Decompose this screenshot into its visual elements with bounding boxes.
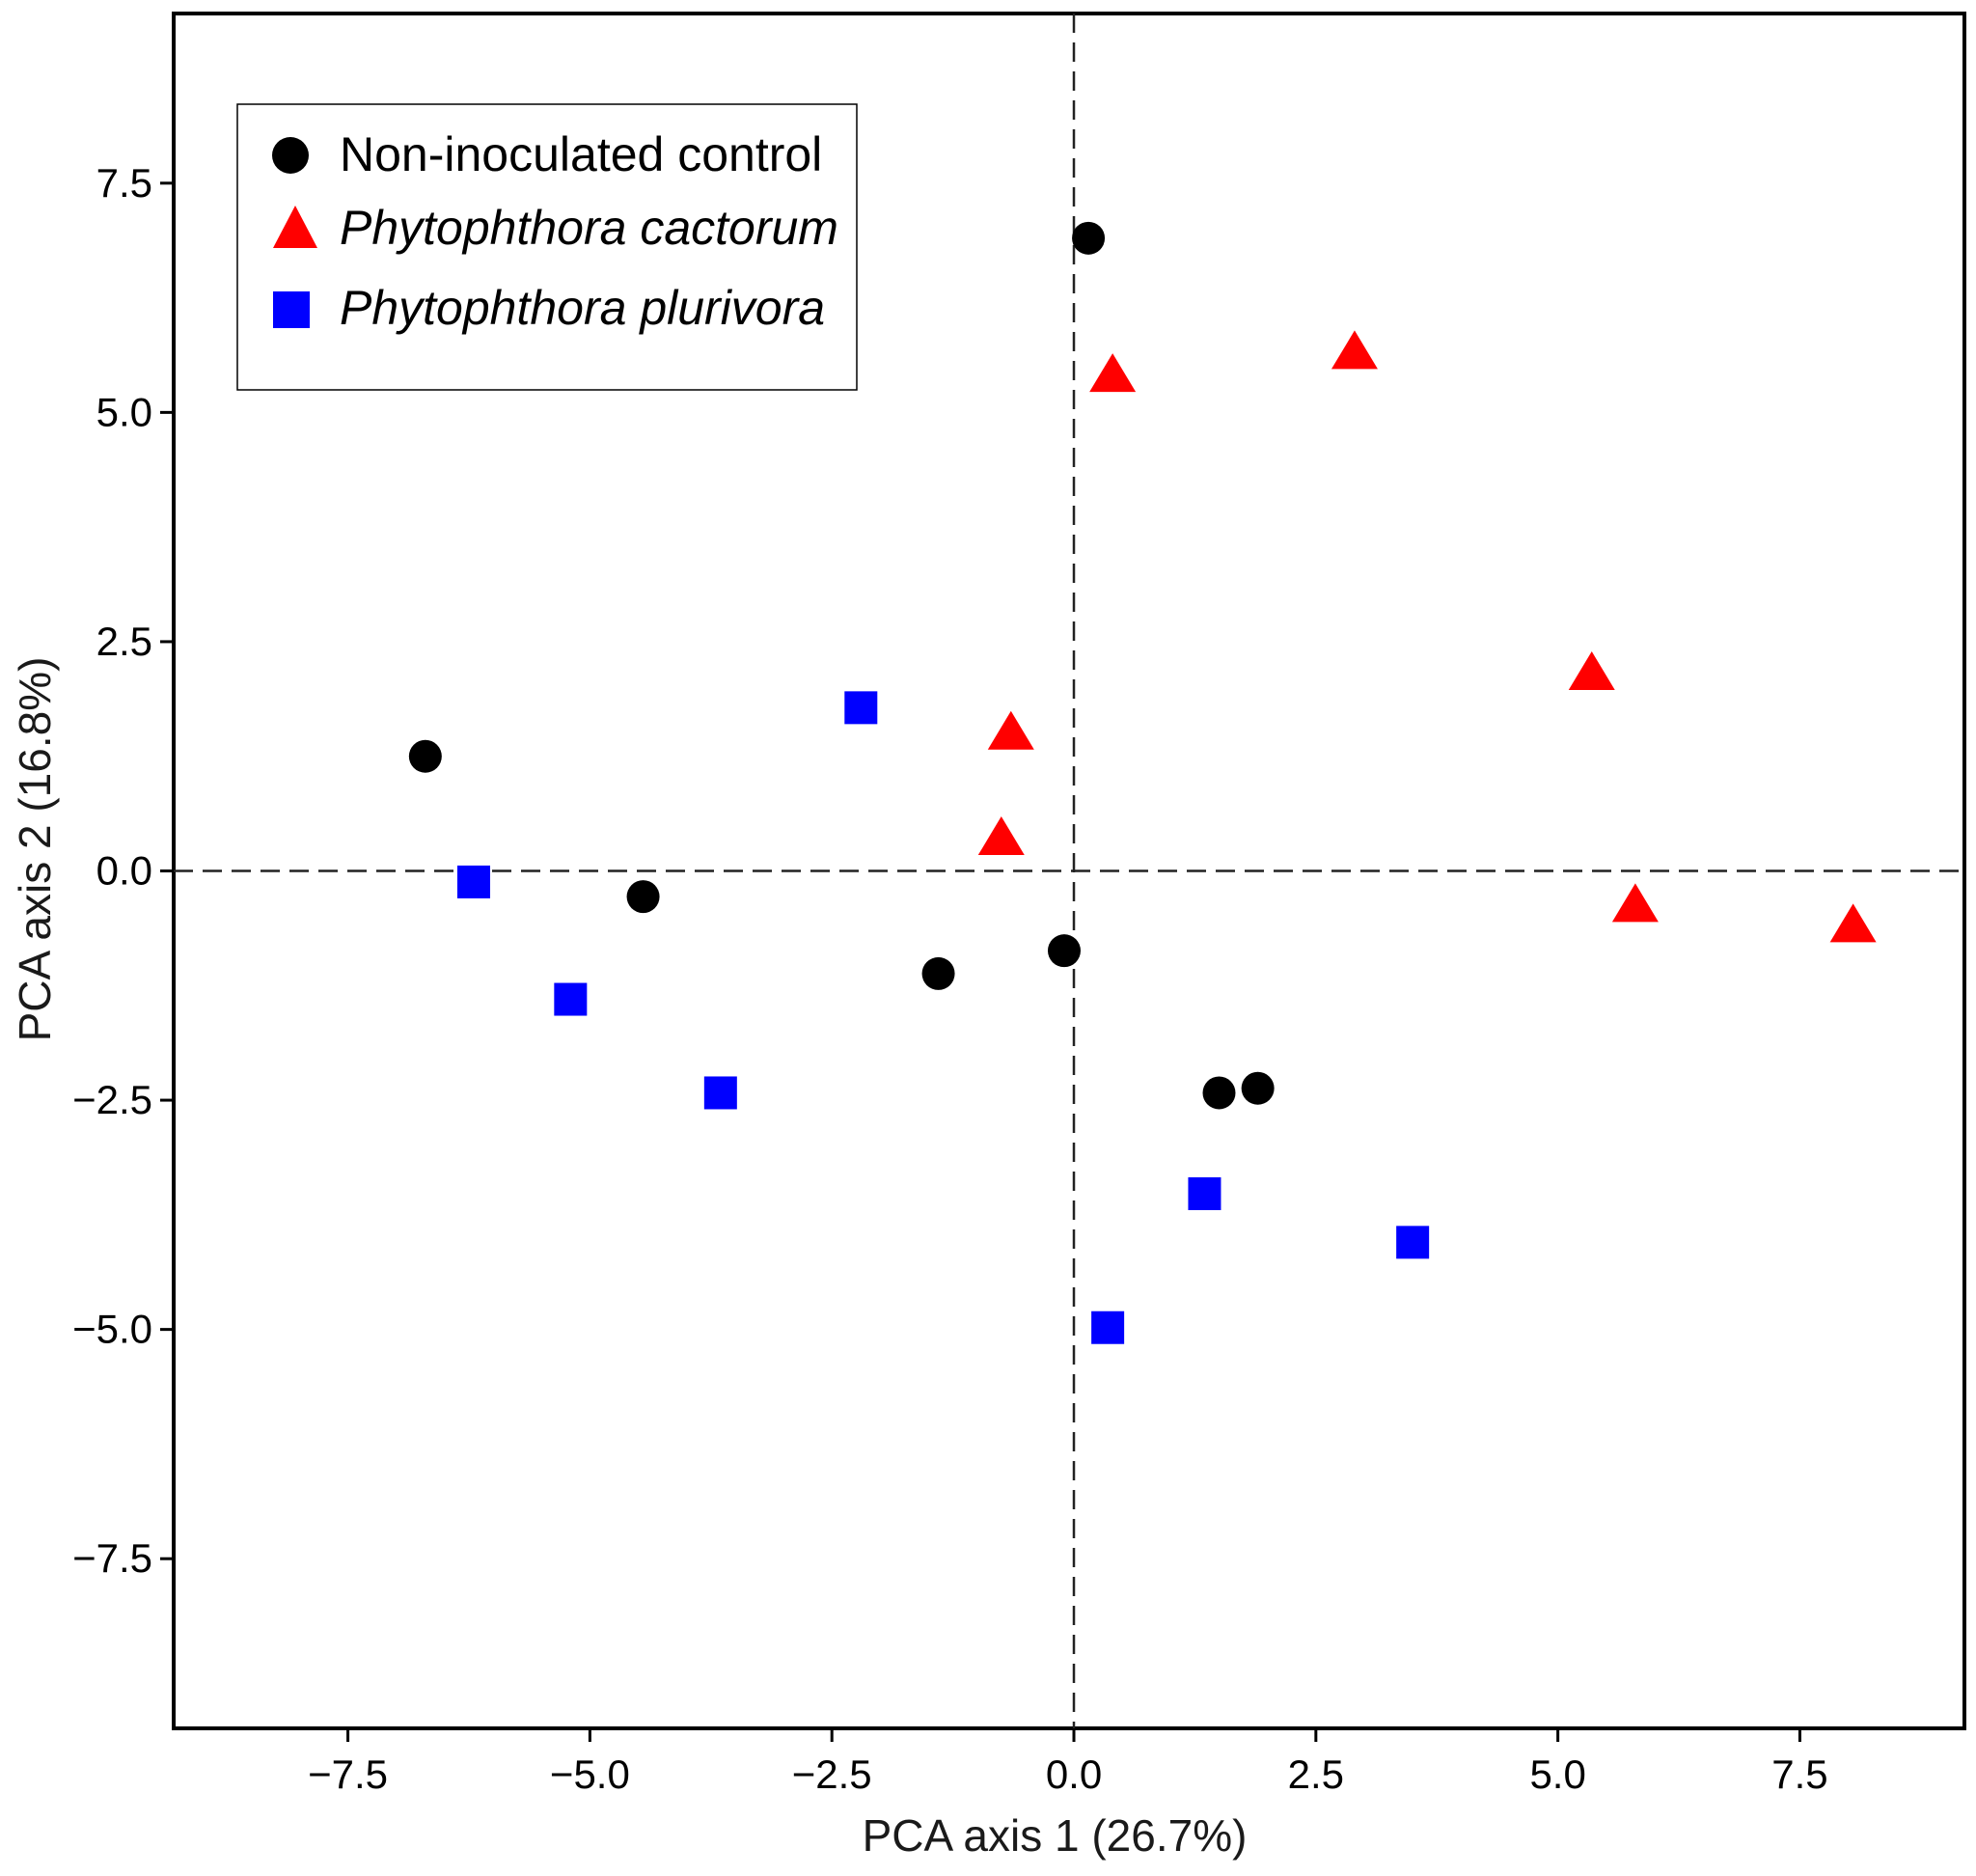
- y-axis: 7.5 5.0 2.5 0.0 −2.5 −5.0 −7.5: [72, 160, 174, 1581]
- legend-box: [236, 103, 858, 391]
- point-cactorum: [1611, 883, 1659, 923]
- y-tick-label: −7.5: [72, 1535, 152, 1581]
- point-control: [1047, 934, 1081, 968]
- y-tick-label: 7.5: [96, 160, 152, 206]
- x-axis: −7.5 −5.0 −2.5 0.0 2.5 5.0 7.5: [308, 1728, 1828, 1797]
- point-cactorum: [1829, 903, 1877, 943]
- legend: Non-inoculated control Phytophthora cact…: [236, 103, 858, 391]
- x-tick-label: 5.0: [1529, 1752, 1585, 1797]
- legend-marker-control: [272, 137, 309, 174]
- point-plurivora: [1188, 1176, 1221, 1210]
- legend-label-cactorum: Phytophthora cactorum: [340, 201, 838, 255]
- x-tick-label: 2.5: [1288, 1752, 1344, 1797]
- y-tick-label: −5.0: [72, 1307, 152, 1352]
- point-cactorum: [987, 710, 1034, 750]
- point-control: [1072, 221, 1106, 255]
- data-points: [408, 221, 1877, 1344]
- y-axis-title: PCA axis 2 (16.8%): [10, 657, 60, 1042]
- point-plurivora: [703, 1076, 737, 1110]
- x-tick-label: −7.5: [308, 1752, 388, 1797]
- y-tick-label: −2.5: [72, 1077, 152, 1122]
- point-control: [1241, 1071, 1275, 1105]
- y-tick-label: 5.0: [96, 389, 152, 434]
- legend-marker-plurivora: [273, 291, 310, 328]
- point-control: [626, 880, 660, 914]
- x-axis-title: PCA axis 1 (26.7%): [863, 1810, 1248, 1861]
- point-cactorum: [977, 816, 1025, 856]
- point-plurivora: [844, 691, 878, 725]
- legend-label-plurivora: Phytophthora plurivora: [340, 281, 825, 335]
- point-cactorum: [1568, 650, 1615, 690]
- x-tick-label: −5.0: [550, 1752, 630, 1797]
- point-control: [921, 956, 955, 990]
- point-plurivora: [457, 865, 491, 898]
- x-tick-label: −2.5: [792, 1752, 872, 1797]
- point-plurivora: [1091, 1310, 1125, 1344]
- x-tick-label: 0.0: [1046, 1752, 1102, 1797]
- point-control: [408, 739, 442, 773]
- point-control: [1202, 1076, 1236, 1110]
- legend-label-control: Non-inoculated control: [340, 127, 822, 181]
- point-cactorum: [1331, 330, 1378, 370]
- legend-marker-cactorum: [273, 206, 317, 248]
- point-plurivora: [554, 982, 588, 1016]
- point-cactorum: [1089, 353, 1137, 393]
- x-tick-label: 7.5: [1771, 1752, 1827, 1797]
- y-tick-label: 2.5: [96, 619, 152, 664]
- point-plurivora: [1396, 1226, 1430, 1259]
- y-tick-label: 0.0: [96, 848, 152, 894]
